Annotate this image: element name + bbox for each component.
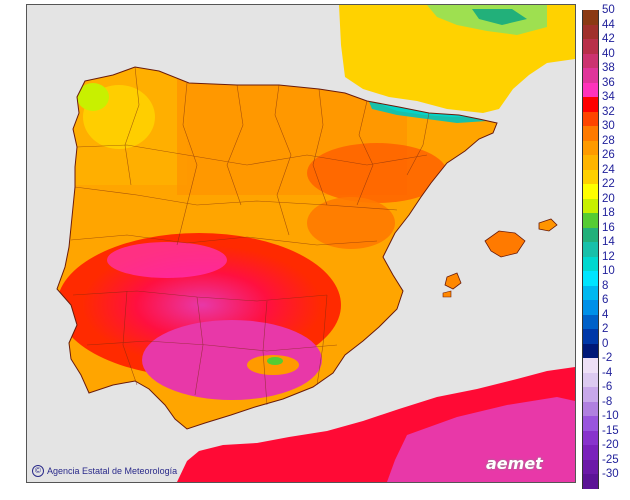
legend-swatch xyxy=(582,169,599,184)
legend-swatch xyxy=(582,358,599,373)
legend-swatch xyxy=(582,474,599,489)
aemet-logo: aemet xyxy=(486,454,543,473)
legend-swatch xyxy=(582,213,599,228)
legend-swatch xyxy=(582,126,599,141)
legend-label: 30 xyxy=(602,120,615,132)
legend-swatch xyxy=(582,271,599,286)
france-high-ground xyxy=(472,9,527,25)
legend-label: -10 xyxy=(602,410,619,422)
legend-label: 42 xyxy=(602,33,615,45)
legend-label: 26 xyxy=(602,149,615,161)
legend-swatch xyxy=(582,68,599,83)
copyright-icon: © xyxy=(32,465,44,477)
legend-swatch xyxy=(582,300,599,315)
legend-label: 10 xyxy=(602,265,615,277)
legend-label: 8 xyxy=(602,279,609,292)
legend-swatch xyxy=(582,314,599,329)
legend-swatch xyxy=(582,97,599,112)
formentera xyxy=(442,290,452,298)
legend-swatch xyxy=(582,155,599,170)
legend-swatch xyxy=(582,82,599,97)
legend-swatch xyxy=(582,416,599,431)
legend-label: 14 xyxy=(602,236,615,248)
legend-label: -25 xyxy=(602,453,619,466)
legend-swatch xyxy=(582,198,599,213)
legend-swatch xyxy=(582,343,599,358)
legend-label: 6 xyxy=(602,294,609,306)
legend-label: 34 xyxy=(602,91,615,103)
province-borders xyxy=(70,66,430,406)
mallorca xyxy=(484,230,526,258)
legend-label: -6 xyxy=(602,381,613,393)
legend-label: 24 xyxy=(602,163,615,176)
legend-label: 0 xyxy=(602,337,609,350)
legend-swatch xyxy=(582,39,599,54)
legend-swatch xyxy=(582,24,599,39)
legend-label: 4 xyxy=(602,308,609,321)
legend-label: 22 xyxy=(602,178,615,190)
legend-swatch xyxy=(582,256,599,271)
legend-label: 36 xyxy=(602,76,615,89)
legend-label: -30 xyxy=(602,468,619,480)
map-credit: © Agencia Estatal de Meteorología xyxy=(32,465,177,477)
legend-label: -20 xyxy=(602,439,619,451)
legend-label: 40 xyxy=(602,47,615,60)
legend-swatch xyxy=(582,285,599,300)
legend-label: -2 xyxy=(602,352,613,364)
menorca xyxy=(538,218,558,232)
legend-label: -15 xyxy=(602,424,619,437)
ibiza xyxy=(444,272,462,290)
legend-label: 38 xyxy=(602,62,615,74)
legend-swatch xyxy=(582,140,599,155)
legend-swatch xyxy=(582,53,599,68)
legend-swatch xyxy=(582,10,599,25)
legend-label: 18 xyxy=(602,207,615,219)
legend-swatch xyxy=(582,111,599,126)
agency-name: Agencia Estatal de Meteorología xyxy=(47,466,178,476)
legend-swatch xyxy=(582,227,599,242)
legend-label: 32 xyxy=(602,105,615,118)
legend-swatch xyxy=(582,445,599,460)
legend-label: -8 xyxy=(602,395,613,408)
legend-label: 50 xyxy=(602,4,615,16)
legend-label: 2 xyxy=(602,323,609,335)
legend-swatch xyxy=(582,242,599,257)
legend-swatch xyxy=(582,459,599,474)
legend-label: 12 xyxy=(602,250,615,263)
legend-swatch xyxy=(582,372,599,387)
legend-swatch xyxy=(582,387,599,402)
legend-label: 16 xyxy=(602,221,615,234)
legend-label: -4 xyxy=(602,366,613,379)
legend-label: 44 xyxy=(602,18,615,31)
legend-label: 28 xyxy=(602,134,615,147)
legend-swatch xyxy=(582,329,599,344)
legend-swatch xyxy=(582,401,599,416)
legend-swatch xyxy=(582,430,599,445)
temperature-map xyxy=(26,4,576,483)
temperature-legend: 50 44 42 40 38 36 34 32 30 28 26 24 22 20 18 16 14 12 10 8 6… xyxy=(582,4,630,490)
legend-swatch xyxy=(582,184,599,199)
north-africa-very-hot xyxy=(387,397,575,482)
legend-label: 20 xyxy=(602,192,615,205)
